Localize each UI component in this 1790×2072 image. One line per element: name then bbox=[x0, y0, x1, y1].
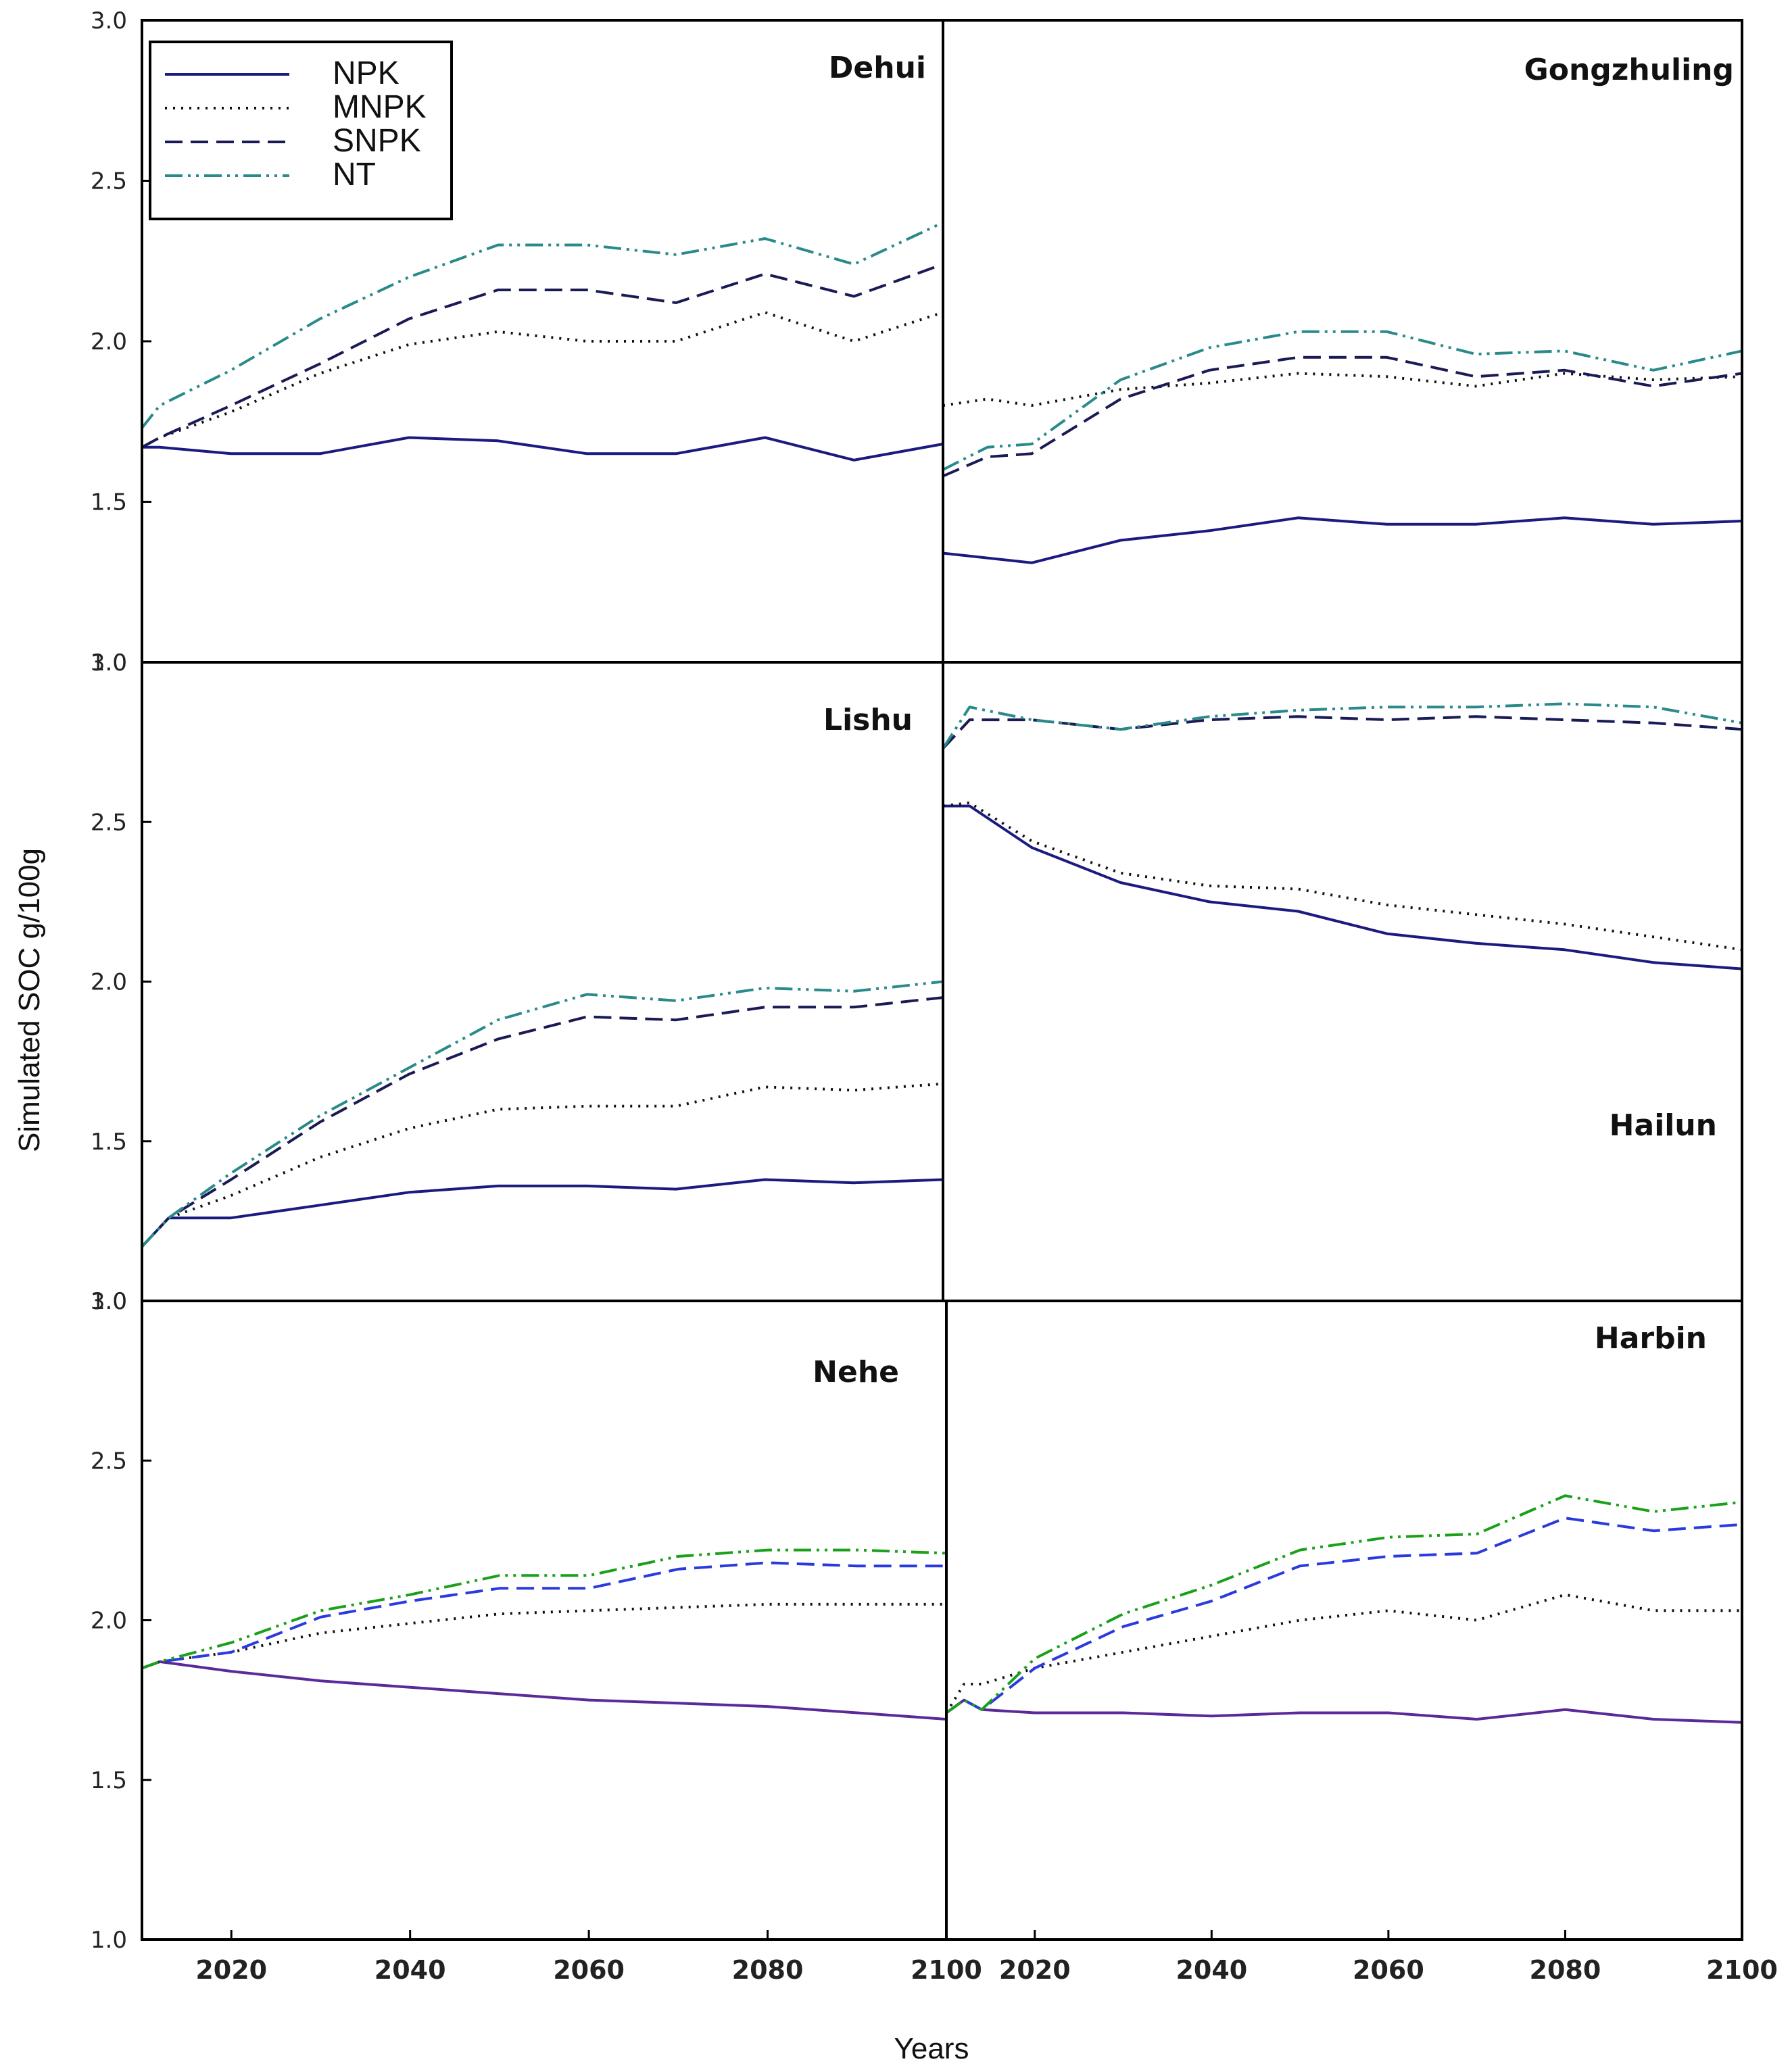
nehe-ytick-label-1.5: 1.5 bbox=[91, 1767, 127, 1794]
harbin-series-nt bbox=[945, 1494, 1743, 1715]
gongzhuling-series-npk bbox=[942, 516, 1743, 564]
lishu-ytick-label-2.0: 2.0 bbox=[91, 969, 127, 996]
harbin-title: Harbin bbox=[1595, 1321, 1707, 1356]
legend-label-nt: NT bbox=[333, 157, 376, 193]
nehe-ytick-label-2.5: 2.5 bbox=[91, 1448, 127, 1475]
nehe-xtick-label-2100: 2100 bbox=[911, 1955, 982, 1985]
gongzhuling-series-mnpk bbox=[942, 372, 1743, 407]
axes-layer: 2020 2040 2060 2080 2100 2020 2040 2060 2080 2100 bbox=[195, 1930, 1778, 1985]
lishu-ytick-label-1.5: 1.5 bbox=[91, 1129, 127, 1156]
dehui-ytick-label-1.0: 1.0 bbox=[91, 649, 127, 676]
lishu-series-nt bbox=[141, 980, 944, 1248]
lishu-ytick-label-1.0: 1.0 bbox=[91, 1288, 127, 1315]
hailun-frame bbox=[942, 661, 1743, 1302]
legend-box bbox=[149, 41, 453, 220]
panels-layer: Dehui 1.0 1.5 2.0 2.5 3.0 Gongzhuling Lishu 1.0 1… bbox=[91, 7, 1743, 1954]
dehui-ytick-label-3.0: 3.0 bbox=[91, 7, 127, 34]
gongzhuling-series-nt bbox=[942, 330, 1743, 471]
harbin-series-snpk bbox=[945, 1516, 1743, 1715]
harbin-xtick-label-2080: 2080 bbox=[1530, 1955, 1601, 1985]
panel-lishu: Lishu 1.0 1.5 2.0 2.5 3.0 bbox=[91, 649, 944, 1315]
harbin-xtick-label-2020: 2020 bbox=[999, 1955, 1071, 1985]
panel-nehe: Nehe 1.0 1.5 2.0 2.5 3.0 bbox=[91, 1288, 948, 1954]
hailun-series-nt bbox=[942, 702, 1743, 749]
harbin-xtick-label-2040: 2040 bbox=[1176, 1955, 1247, 1985]
hailun-title: Hailun bbox=[1610, 1108, 1717, 1143]
lishu-series-mnpk bbox=[141, 1082, 944, 1248]
nehe-ytick-label-3.0: 3.0 bbox=[91, 1288, 127, 1315]
gongzhuling-frame bbox=[942, 19, 1743, 664]
legend-label-snpk: SNPK bbox=[333, 123, 421, 159]
nehe-series-npk bbox=[141, 1660, 947, 1721]
lishu-ytick-label-3.0: 3.0 bbox=[91, 649, 127, 676]
dehui-series-mnpk bbox=[141, 311, 944, 449]
hailun-series-npk bbox=[943, 804, 1743, 970]
nehe-series-mnpk bbox=[141, 1602, 946, 1670]
gongzhuling-title: Gongzhuling bbox=[1524, 53, 1734, 87]
dehui-ytick-label-2.0: 2.0 bbox=[91, 328, 127, 355]
panel-dehui: Dehui 1.0 1.5 2.0 2.5 3.0 bbox=[91, 7, 944, 676]
nehe-ytick-label-1.0: 1.0 bbox=[91, 1927, 127, 1954]
nehe-ytick-label-2.0: 2.0 bbox=[91, 1608, 127, 1635]
gongzhuling-series-snpk bbox=[942, 355, 1743, 478]
nehe-title: Nehe bbox=[813, 1355, 899, 1389]
hailun-series-snpk bbox=[942, 715, 1743, 749]
harbin-series-npk bbox=[945, 1698, 1743, 1724]
y-axis-label: Simulated SOC g/100g bbox=[13, 848, 46, 1152]
panel-hailun: Hailun bbox=[942, 661, 1743, 1302]
panel-gongzhuling: Gongzhuling bbox=[942, 19, 1743, 664]
dehui-title: Dehui bbox=[829, 51, 926, 85]
x-axis-label: Years bbox=[894, 2032, 969, 2065]
dehui-series-npk bbox=[142, 436, 944, 462]
lishu-title: Lishu bbox=[823, 703, 913, 737]
dehui-series-snpk bbox=[141, 263, 944, 449]
nehe-series-nt bbox=[141, 1548, 947, 1670]
dehui-ytick-label-2.5: 2.5 bbox=[91, 168, 127, 195]
dehui-ytick-label-1.5: 1.5 bbox=[91, 489, 127, 516]
nehe-xtick-label-2060: 2060 bbox=[553, 1955, 625, 1985]
panel-harbin: Harbin bbox=[945, 1300, 1743, 1941]
harbin-xtick-label-2100: 2100 bbox=[1706, 1955, 1778, 1985]
hailun-series-mnpk bbox=[942, 801, 1743, 952]
nehe-xtick-label-2040: 2040 bbox=[374, 1955, 446, 1985]
harbin-frame bbox=[945, 1300, 1743, 1941]
nehe-series-snpk bbox=[141, 1561, 946, 1670]
harbin-xtick-label-2060: 2060 bbox=[1353, 1955, 1424, 1985]
nehe-xtick-label-2080: 2080 bbox=[732, 1955, 804, 1985]
dehui-series-nt bbox=[141, 221, 944, 429]
nehe-frame bbox=[141, 1300, 948, 1941]
nehe-xtick-label-2020: 2020 bbox=[195, 1955, 267, 1985]
lishu-series-snpk bbox=[141, 996, 944, 1248]
legend-label-npk: NPK bbox=[333, 55, 400, 91]
lishu-series-npk bbox=[141, 1178, 944, 1248]
lishu-frame bbox=[141, 661, 944, 1302]
legend-label-mnpk: MNPK bbox=[333, 89, 427, 125]
lishu-ytick-label-2.5: 2.5 bbox=[91, 809, 127, 836]
